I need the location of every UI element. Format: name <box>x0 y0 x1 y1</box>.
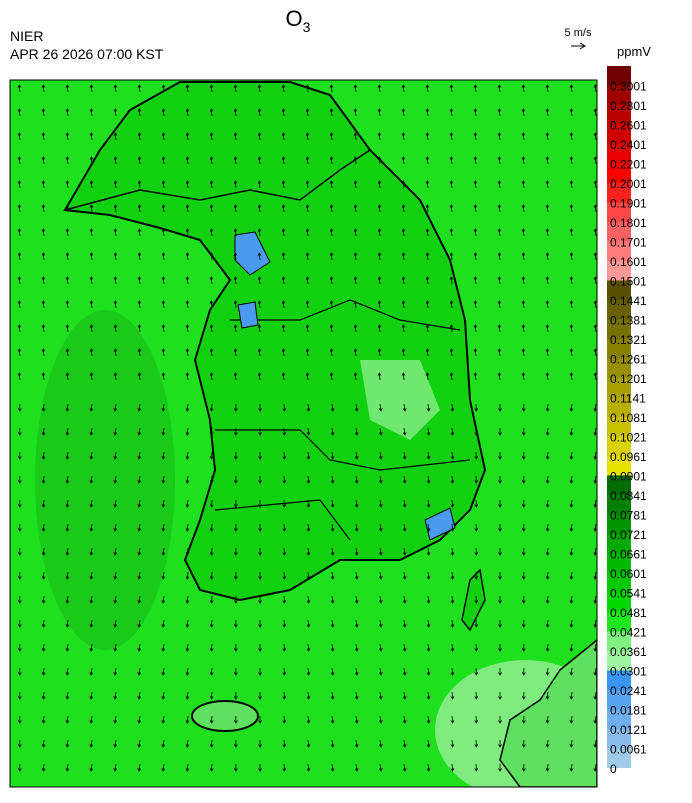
colorbar-label: 0.0841 <box>610 489 647 503</box>
colorbar-label: 0.1081 <box>610 411 647 425</box>
map <box>10 80 615 798</box>
colorbar-label: 0.1381 <box>610 314 647 328</box>
colorbar-label: 0.0901 <box>610 470 647 484</box>
jeju <box>192 701 258 731</box>
colorbar-label: 0.0541 <box>610 587 647 601</box>
colorbar-label: 0.0601 <box>610 567 647 581</box>
colorbar-label: 0.0661 <box>610 548 647 562</box>
colorbar-label: 0.0301 <box>610 665 647 679</box>
colorbar-label: 0.2801 <box>610 99 647 113</box>
colorbar-label: 0.0361 <box>610 645 647 659</box>
title: O3 <box>286 6 311 35</box>
sea-region <box>35 310 175 650</box>
colorbar-label: 0.2201 <box>610 158 647 172</box>
colorbar-label: 0.1321 <box>610 333 647 347</box>
colorbar-label: 0.0721 <box>610 528 647 542</box>
colorbar-label: 0.1141 <box>610 392 646 406</box>
colorbar-label: 0.2001 <box>610 177 647 191</box>
colorbar-label: 0.1701 <box>610 236 647 250</box>
colorbar-label: 0.0121 <box>610 723 647 737</box>
colorbar-label: 0.0781 <box>610 509 647 523</box>
colorbar-label: 0.1261 <box>610 353 647 367</box>
title-sub: 3 <box>303 19 311 35</box>
colorbar-label: 0.0181 <box>610 704 647 718</box>
colorbar-label: 0 <box>610 762 617 776</box>
title-main: O <box>286 6 303 31</box>
colorbar-label: 0.0961 <box>610 450 647 464</box>
colorbar-label: 0.1601 <box>610 255 647 269</box>
colorbar-label: 0.0481 <box>610 606 647 620</box>
colorbar-label: 0.1021 <box>610 431 647 445</box>
colorbar-label: 0.1441 <box>610 294 647 308</box>
colorbar-unit: ppmV <box>617 44 651 59</box>
colorbar-label: 0.1801 <box>610 216 647 230</box>
wind-scale-label: 5 m/s <box>565 27 592 39</box>
datetime: APR 26 2026 07:00 KST <box>10 46 164 62</box>
colorbar-label: 0.2601 <box>610 119 647 133</box>
colorbar-label: 0.1501 <box>610 275 647 289</box>
agency: NIER <box>10 28 43 44</box>
colorbar-label: 0.0061 <box>610 743 647 757</box>
colorbar-label: 0.2401 <box>610 138 647 152</box>
colorbar-label: 0.1201 <box>610 372 647 386</box>
colorbar-label: 0.1901 <box>610 197 647 211</box>
colorbar-label: 0.0241 <box>610 684 647 698</box>
colorbar-label: 0.0421 <box>610 626 647 640</box>
colorbar-label: 0.3001 <box>610 80 647 94</box>
blue-patch-incheon <box>238 302 258 328</box>
colorbar: 0 0.0061 0.0121 0.0181 0.0241 0.0301 0.0361 0.0… <box>607 66 647 776</box>
